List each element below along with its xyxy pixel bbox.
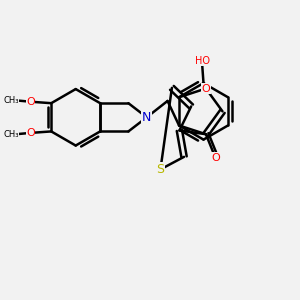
Text: O: O xyxy=(26,97,35,107)
Text: O: O xyxy=(202,83,210,94)
Text: O: O xyxy=(26,128,35,138)
Text: CH₃: CH₃ xyxy=(3,96,19,105)
Text: CH₃: CH₃ xyxy=(3,130,19,139)
Text: S: S xyxy=(156,163,164,176)
Text: N: N xyxy=(142,111,152,124)
Text: HO: HO xyxy=(194,56,209,66)
Text: O: O xyxy=(211,153,220,163)
